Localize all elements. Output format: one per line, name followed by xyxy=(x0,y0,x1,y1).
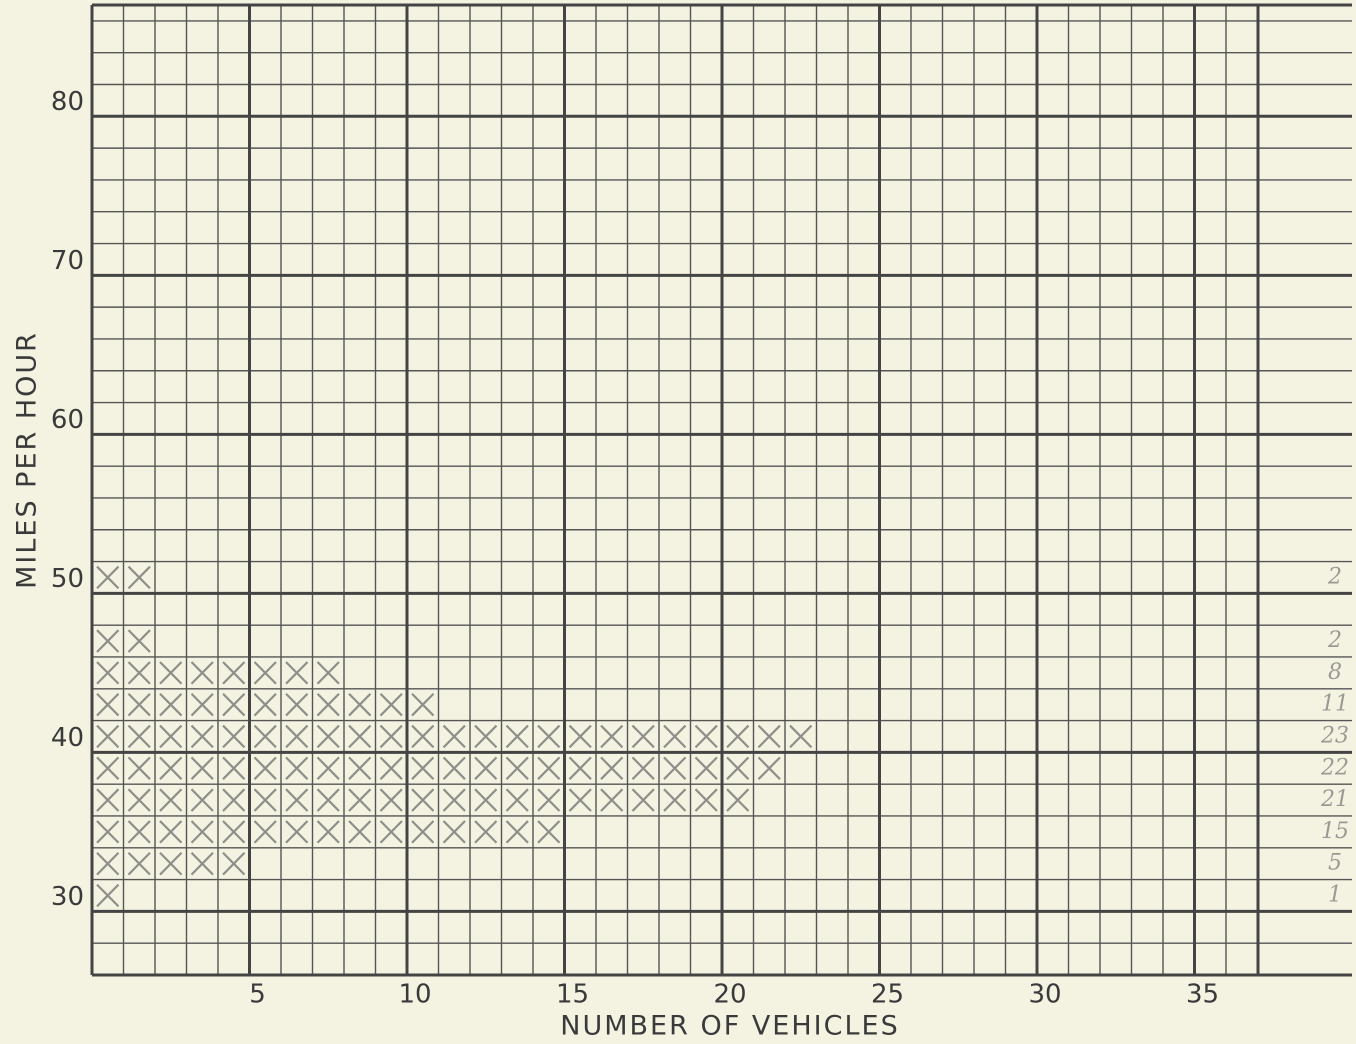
row-count: 5 xyxy=(1328,851,1342,876)
x-tick-label: 25 xyxy=(871,980,904,1010)
row-count: 22 xyxy=(1320,755,1349,780)
x-tick-label: 15 xyxy=(556,980,589,1010)
x-tick-label: 30 xyxy=(1028,980,1061,1010)
y-tick-label: 70 xyxy=(51,246,84,276)
y-tick-label: 80 xyxy=(51,87,84,117)
y-tick-label: 60 xyxy=(51,405,84,435)
y-tick-label: 50 xyxy=(51,564,84,594)
row-count: 15 xyxy=(1321,819,1349,844)
background xyxy=(0,0,1356,1044)
row-count: 2 xyxy=(1327,628,1342,653)
row-count: 23 xyxy=(1320,723,1349,748)
row-count: 11 xyxy=(1321,692,1349,717)
row-count: 2 xyxy=(1327,564,1342,589)
x-tick-label: 20 xyxy=(713,980,746,1010)
y-tick-label: 30 xyxy=(51,882,84,912)
row-count: 1 xyxy=(1328,882,1342,907)
row-count: 21 xyxy=(1320,787,1349,812)
x-axis-title: NUMBER OF VEHICLES xyxy=(560,1011,899,1042)
y-tick-label: 40 xyxy=(51,723,84,753)
x-tick-label: 35 xyxy=(1186,980,1219,1010)
y-axis-title: MILES PER HOUR xyxy=(12,331,43,589)
chart: NUMBER OF VEHICLES MILES PER HOUR 30 40 50… xyxy=(0,0,1356,1044)
x-tick-label: 5 xyxy=(249,980,266,1010)
row-count: 8 xyxy=(1328,660,1342,685)
x-tick-label: 10 xyxy=(398,980,431,1010)
